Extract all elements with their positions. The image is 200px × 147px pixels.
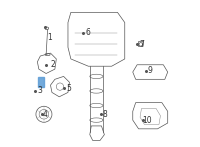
Text: 1: 1 bbox=[47, 33, 52, 42]
Text: 4: 4 bbox=[43, 110, 48, 119]
Bar bbox=[38, 77, 44, 87]
Text: 2: 2 bbox=[50, 60, 55, 69]
Text: 3: 3 bbox=[37, 86, 42, 95]
Text: 6: 6 bbox=[85, 28, 90, 37]
Text: 7: 7 bbox=[139, 40, 144, 49]
Text: 8: 8 bbox=[103, 110, 107, 119]
Text: 5: 5 bbox=[66, 83, 71, 93]
Text: 9: 9 bbox=[148, 66, 153, 75]
Text: 10: 10 bbox=[143, 116, 152, 125]
